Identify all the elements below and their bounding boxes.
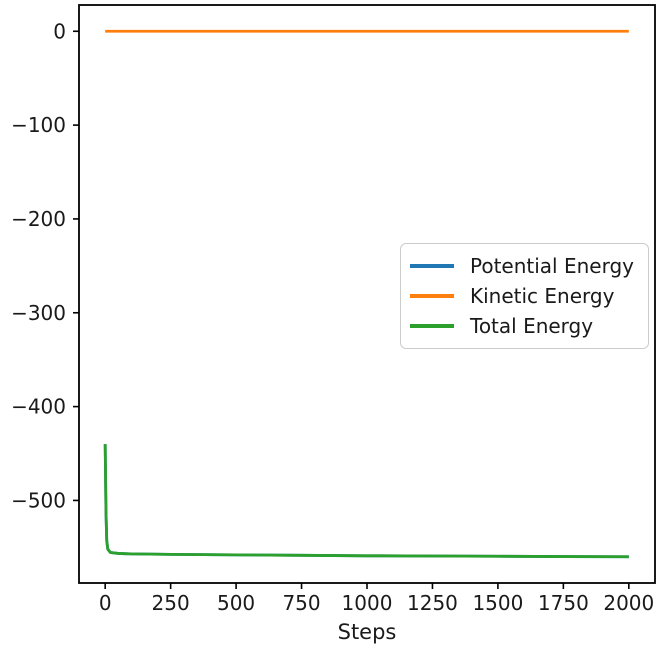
y-tick-label: −100 [11, 113, 66, 137]
legend-label: Total Energy [470, 314, 594, 338]
x-tick-label: 2000 [603, 591, 654, 615]
legend-line-swatch [410, 294, 454, 298]
legend-line-swatch [410, 264, 454, 268]
x-tick-label: 250 [152, 591, 190, 615]
x-tick-label: 1250 [407, 591, 458, 615]
legend-label: Potential Energy [470, 254, 634, 278]
series-line-total-energy [103, 444, 629, 559]
legend: Potential Energy Kinetic Energy Total Ener… [400, 243, 649, 349]
y-tick-label: −400 [11, 395, 66, 419]
x-tick-label: 1500 [472, 591, 523, 615]
legend-label: Kinetic Energy [470, 284, 615, 308]
legend-item: Total Energy [410, 311, 634, 341]
x-tick-label: 1000 [342, 591, 393, 615]
legend-item: Kinetic Energy [410, 281, 634, 311]
y-tick-label: 0 [53, 19, 66, 43]
y-tick-label: −500 [11, 488, 66, 512]
legend-item: Potential Energy [410, 251, 634, 281]
x-axis-label: Steps [337, 620, 397, 644]
x-tick-label: 0 [99, 591, 112, 615]
series-line-potential-energy [103, 444, 629, 559]
x-tick-label: 750 [282, 591, 320, 615]
y-tick-label: −300 [11, 301, 66, 325]
x-tick-label: 500 [217, 591, 255, 615]
x-tick-label: 1750 [538, 591, 589, 615]
legend-line-swatch [410, 324, 454, 328]
y-tick-label: −200 [11, 207, 66, 231]
